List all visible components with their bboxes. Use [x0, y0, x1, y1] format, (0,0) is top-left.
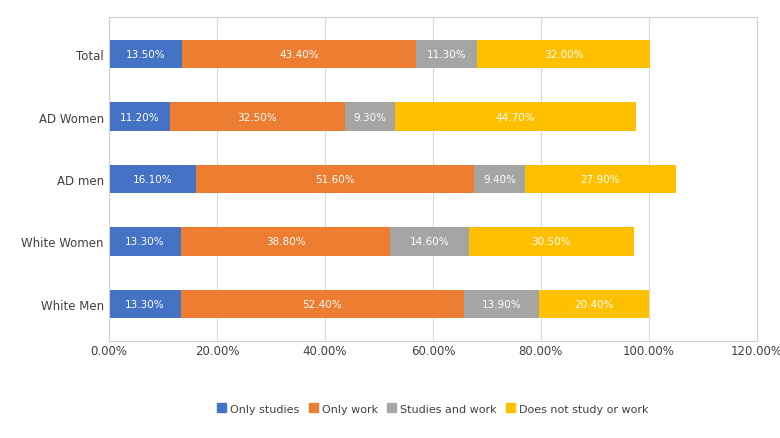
Text: 38.80%: 38.80% [266, 237, 306, 247]
Bar [169, 103, 345, 131]
Text: 13.50%: 13.50% [126, 50, 165, 60]
Text: 52.40%: 52.40% [303, 299, 342, 309]
Text: 14.60%: 14.60% [410, 237, 449, 247]
Text: 32.00%: 32.00% [544, 50, 583, 60]
Bar [196, 166, 474, 194]
Bar [395, 103, 636, 131]
Bar [477, 41, 650, 69]
Text: 11.20%: 11.20% [119, 112, 159, 122]
Bar [109, 228, 181, 256]
Bar [109, 166, 196, 194]
Text: 11.30%: 11.30% [427, 50, 466, 60]
Text: 51.60%: 51.60% [315, 175, 355, 184]
Text: 27.90%: 27.90% [580, 175, 620, 184]
Bar [182, 41, 417, 69]
Text: 16.10%: 16.10% [133, 175, 172, 184]
Bar [417, 41, 477, 69]
Bar [463, 290, 539, 318]
Bar [109, 103, 169, 131]
Bar [109, 41, 182, 69]
Bar [539, 290, 649, 318]
Text: 9.30%: 9.30% [353, 112, 387, 122]
Text: 32.50%: 32.50% [237, 112, 277, 122]
Bar [181, 290, 463, 318]
Text: 20.40%: 20.40% [574, 299, 613, 309]
Text: 44.70%: 44.70% [496, 112, 536, 122]
Bar [181, 228, 390, 256]
Text: 13.30%: 13.30% [126, 299, 165, 309]
Bar [469, 228, 633, 256]
Text: 13.30%: 13.30% [126, 237, 165, 247]
Legend: Only studies, Only work, Studies and work, Does not study or work: Only studies, Only work, Studies and wor… [213, 399, 653, 418]
Bar [474, 166, 525, 194]
Text: 13.90%: 13.90% [481, 299, 521, 309]
Bar [109, 290, 181, 318]
Bar [345, 103, 395, 131]
Bar [390, 228, 469, 256]
Text: 9.40%: 9.40% [484, 175, 516, 184]
Bar [525, 166, 675, 194]
Text: 30.50%: 30.50% [532, 237, 571, 247]
Text: 43.40%: 43.40% [279, 50, 319, 60]
